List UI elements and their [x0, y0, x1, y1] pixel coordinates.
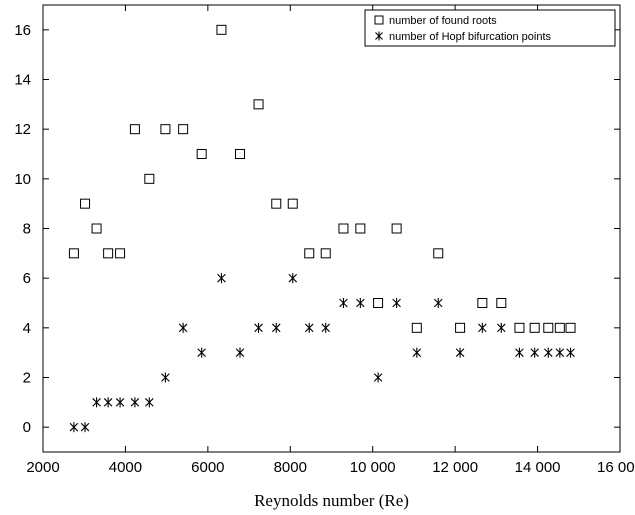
- y-axis: 0 2 4 6 8 10 12 14 16: [14, 22, 620, 436]
- data-point-asterisk: [497, 322, 506, 333]
- series-2: [69, 273, 575, 433]
- data-point-asterisk: [412, 347, 422, 358]
- legend-entry-label: number of Hopf bifurcation points: [389, 31, 552, 43]
- y-tick-label: 6: [23, 270, 31, 287]
- data-point-square: [514, 322, 525, 333]
- data-point-asterisk: [455, 347, 465, 358]
- data-point-asterisk: [178, 322, 188, 333]
- data-point-asterisk: [304, 322, 314, 333]
- data-point-asterisk: [543, 347, 553, 358]
- data-point-asterisk: [339, 298, 348, 308]
- legend: number of found roots number of Hopf bifu…: [364, 9, 616, 47]
- data-point-square: [235, 149, 246, 159]
- x-tick-label: 4000: [109, 459, 142, 476]
- data-point-asterisk: [288, 273, 298, 284]
- plot-frame: [42, 4, 621, 453]
- data-point-square: [178, 124, 189, 135]
- data-point-asterisk: [566, 347, 575, 358]
- y-tick-label: 2: [23, 370, 31, 387]
- data-point-square: [80, 198, 91, 209]
- data-point-asterisk: [115, 397, 125, 408]
- data-point-asterisk: [217, 273, 226, 284]
- x-tick-label: 10 000: [350, 459, 396, 476]
- data-point-square: [304, 248, 315, 259]
- data-point-asterisk: [80, 422, 90, 433]
- data-point-asterisk: [161, 372, 170, 383]
- x-tick-label: 8000: [274, 459, 307, 476]
- data-point-square: [373, 298, 384, 308]
- series-1: [68, 24, 576, 333]
- plot-border: [42, 4, 621, 453]
- legend-box: [364, 9, 616, 47]
- data-point-asterisk: [197, 347, 206, 358]
- data-point-asterisk: [321, 322, 331, 333]
- data-point-asterisk: [103, 397, 113, 408]
- y-tick-label: 16: [14, 22, 31, 39]
- data-point-asterisk: [69, 422, 79, 433]
- data-point-square: [565, 322, 576, 333]
- data-point-square: [455, 322, 466, 333]
- x-tick-label: 12 000: [432, 459, 478, 476]
- data-point-square: [554, 322, 565, 333]
- data-point-asterisk: [254, 322, 263, 333]
- data-point-square: [129, 124, 140, 135]
- y-tick-label: 12: [14, 121, 31, 138]
- data-point-square: [543, 322, 554, 333]
- data-point-square: [355, 223, 366, 234]
- data-point-square: [529, 322, 540, 333]
- data-point-square: [496, 298, 507, 308]
- data-point-asterisk: [433, 298, 443, 308]
- data-point-square: [68, 248, 79, 259]
- x-tick-label: 16 000: [597, 459, 635, 476]
- data-point-asterisk: [235, 347, 245, 358]
- y-tick-label: 14: [14, 72, 31, 89]
- data-point-square: [115, 248, 126, 259]
- data-point-square: [216, 24, 227, 35]
- data-point-square: [477, 298, 488, 308]
- data-point-square: [391, 223, 402, 234]
- x-axis: 2000 4000 6000 8000 10 000 12 000 14 000 16 000: [26, 5, 635, 476]
- data-point-square: [287, 198, 298, 209]
- data-point-asterisk: [145, 397, 154, 408]
- x-tick-label: 2000: [26, 459, 59, 476]
- data-point-asterisk: [373, 372, 383, 383]
- y-tick-label: 10: [14, 171, 31, 188]
- data-point-asterisk: [130, 397, 140, 408]
- data-point-asterisk: [271, 322, 281, 333]
- x-axis-label: Reynolds number (Re): [254, 491, 409, 510]
- data-point-square: [144, 173, 155, 184]
- data-point-square: [91, 223, 102, 234]
- data-point-asterisk: [555, 347, 565, 358]
- data-point-square: [253, 99, 264, 110]
- data-point-square: [160, 124, 171, 135]
- legend-asterisk-icon: [375, 31, 383, 41]
- data-point-asterisk: [515, 347, 524, 358]
- data-point-asterisk: [392, 298, 401, 308]
- legend-entry-label: number of found roots: [389, 15, 497, 27]
- data-point-square: [196, 149, 207, 159]
- data-point-square: [320, 248, 331, 259]
- data-point-asterisk: [478, 322, 487, 333]
- data-point-asterisk: [92, 397, 101, 408]
- data-points: [68, 24, 576, 433]
- y-tick-label: 4: [23, 320, 31, 337]
- data-point-asterisk: [530, 347, 539, 358]
- data-point-square: [338, 223, 349, 234]
- y-tick-label: 8: [23, 221, 31, 238]
- data-point-square: [411, 322, 422, 333]
- data-point-square: [103, 248, 114, 259]
- data-point-square: [433, 248, 444, 259]
- y-tick-label: 0: [23, 419, 31, 436]
- x-tick-label: 14 000: [515, 459, 561, 476]
- x-tick-label: 6000: [191, 459, 224, 476]
- legend-square-icon: [374, 15, 384, 25]
- data-point-asterisk: [356, 298, 365, 308]
- data-point-square: [271, 198, 282, 209]
